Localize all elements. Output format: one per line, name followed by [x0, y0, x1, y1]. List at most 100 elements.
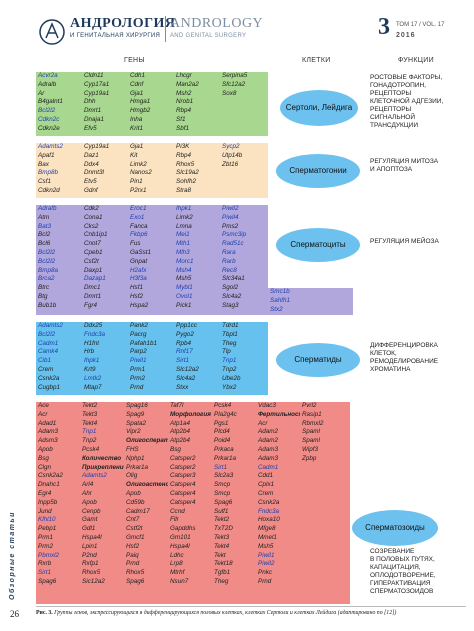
gene-cell: Prnd [130, 383, 144, 391]
gene-cell: Adam2 [258, 437, 278, 445]
gene-cell: Fkbp6 [130, 231, 148, 239]
gene-cell: Bcl2 [38, 231, 51, 239]
cell-oval-spermatids: Сперматиды [276, 343, 360, 377]
gene-cell: Slc4a2 [222, 292, 242, 300]
gene-row: Bcl2l2 Cpeb1 GaSst1 Mlh3 Rara [36, 249, 268, 258]
gene-cell: Vipr2 [126, 428, 141, 436]
gene-cell: Msh2 [176, 89, 192, 97]
gene-cell: Sohfh2 [176, 178, 196, 186]
gene-row: Bcl2l2 Dmrt1 Hmgb2 Rbp4 [36, 107, 268, 116]
gene-cell: Hspa2 [130, 301, 149, 309]
gene-cell: Rasip1 [302, 410, 322, 418]
gene-cell: Ppp1cc [176, 322, 198, 329]
gene-cell: Serpina5 [222, 72, 248, 79]
gene-cell: Tnp2 [222, 365, 237, 373]
gene-cell: Tdrd1 [222, 322, 239, 329]
gene-cell: Crem [258, 489, 274, 497]
gene-cell: Pi3K [176, 143, 190, 150]
gene-cell: Tbpl1 [222, 330, 238, 338]
gene-cell: Prkar1a [126, 463, 149, 471]
gene-cell: Crem [38, 365, 54, 373]
gene-cell: Adralb [38, 80, 57, 88]
gene-cell: Msh5 [176, 275, 192, 283]
gene-cell: Ddx25 [84, 322, 103, 329]
gene-row: Adsm3 Tnp2 Олигосперато-Atp2b4 Poid4 Adam2 Sp… [36, 437, 350, 446]
gene-block-spermatocytes-extra: Smc1b Sahfh1 Stx2 [268, 288, 353, 315]
gene-cell: Bmp8a [38, 266, 58, 274]
gene-cell: Cdnf [130, 80, 144, 88]
cell-oval-spermatogonia: Сперматогонии [276, 154, 360, 188]
gene-cell: Theg [214, 577, 229, 585]
gene-cell [220, 98, 266, 107]
gene-cell: Piwil2 [222, 205, 239, 212]
function-line: РЕГУЛЯЦИЯ МЕЙОЗА [370, 238, 439, 245]
gene-cell: Csnk2a [258, 498, 280, 506]
gene-cell: Atp2b4 [170, 437, 190, 445]
gene-cell: Mlh3 [176, 248, 190, 256]
gene-cell: Ovol1 [176, 292, 193, 300]
gene-row: Inpp5b Apob Cd59b Catsper4 Spag6 Csnk2a [36, 499, 350, 508]
gene-row: Prm1 Hspa4l Gmcf1 Gm101 Tekt3 Mmel1 [36, 534, 350, 543]
gene-cell: Hoxa10 [258, 516, 280, 524]
gene-cell: Gapddhs [170, 525, 196, 533]
function-line: И АПОПТОЗА [370, 166, 413, 173]
gene-row: Acvr2a Cldn11 Cdh1 Lhcgr Serpina5 [36, 72, 268, 81]
gene-cell: B4galnt1 [38, 98, 63, 106]
caption-text: Группы генов, экспрессирующихся в диффер… [54, 610, 397, 616]
function-spermatozoa: СОЗРЕВАНИЕ В ПОЛОВЫХ ПУТЯХ, КАПАЦИТАЦИЯ, ОП… [370, 548, 436, 596]
gene-cell: Prkaca [214, 445, 234, 453]
gene-cell: Rara [222, 248, 236, 256]
gene-cell: Lpin1 [82, 542, 98, 550]
gene-cell: Efv5 [84, 124, 97, 132]
gene-cell: Eroc1 [130, 205, 147, 212]
gene-row: Apob Pcsk4 FHS Bsg Prkaca Adam3 Wipf3 [36, 446, 350, 455]
gene-cell: Pcsk4 [214, 402, 232, 409]
gene-row: Adad1 Tekt4 Spata2 Atp1a4 Pgs1 Acr Rbmxl2 [36, 420, 350, 429]
gene-cell: Gja1 [130, 89, 144, 97]
gene-row: Bmp8b Dnmt3l Nanos2 Slc19a2 [36, 169, 268, 178]
gene-cell: Taf7l [170, 402, 184, 409]
gene-cell: Spag16 [126, 402, 148, 409]
gene-cell: Smc1b [270, 288, 290, 295]
function-line: РЕЦЕПТОРЫ [370, 106, 412, 113]
gene-row: Egr4 Ahr Apob Catsper4 Smcp Crem [36, 490, 350, 499]
gene-cell: Nrob1 [176, 98, 194, 106]
gene-cell: Atp1a4 [170, 419, 190, 427]
gene-row: Bub1b Fgr4 Hspa2 Pick1 Stag3 [36, 302, 268, 311]
function-line: ГОНАДОТРОПИН, [370, 82, 426, 89]
gene-cell: Csf1 [38, 178, 51, 186]
gene-cell: Nphp1 [126, 454, 145, 462]
gene-cell: Ybx2 [222, 383, 237, 391]
function-line: В ПОЛОВЫХ ПУТЯХ, [370, 556, 435, 563]
gene-cell: Cadm1 [38, 339, 59, 347]
gene-row: Cdkn2c Dnaja1 Inha Sf1 [36, 116, 268, 125]
cell-oval-spermatocytes: Сперматоциты [276, 228, 360, 262]
gene-cell: Atm [38, 213, 50, 221]
journal-title-en: ANDROLOGY [170, 16, 264, 31]
gene-cell [300, 569, 344, 578]
gene-cell [300, 490, 344, 499]
gene-row: Adralb Cyp17a1 Cdnf Man2a2 Sfc12a2 [36, 81, 268, 90]
gene-cell: H1fnt [84, 339, 100, 347]
gene-row: Pbmxl2 P2nd Paiq Ldhc Tekt Piwil1 [36, 552, 350, 561]
gene-cell: Prnd [126, 560, 140, 568]
gene-cell: Adamts2 [38, 143, 63, 150]
gene-cell: Camk4 [38, 348, 58, 356]
gene-cell [300, 472, 344, 481]
function-sertoli: РОСТОВЫЕ ФАКТОРЫ, ГОНАДОТРОПИН, РЕЦЕПТОРЫ К… [370, 74, 443, 130]
gene-cell: Dmrt1 [84, 107, 102, 115]
gene-cell: Sf1 [176, 115, 186, 123]
gene-cell: Gdl1 [82, 525, 96, 533]
gene-cell: Bub1b [38, 301, 57, 309]
gene-cell: Ihpk1 [84, 357, 100, 365]
gene-row: Jund Cenpb Cadm17 Ccnd Sulf1 Fndc3a [36, 508, 350, 517]
gene-cell: P2rx1 [130, 186, 147, 194]
gene-cell: Exo1 [130, 213, 145, 221]
gene-cell: Cpeb1 [84, 248, 103, 256]
gene-cell: Spata2 [126, 419, 146, 427]
gene-cell: Pnkc [258, 569, 272, 577]
gene-row: Csnk2a Lmtk2 Prm2 Slc4a2 Ube2b [36, 375, 268, 384]
gene-cell: Limk2 [130, 160, 147, 168]
gene-row: Bcl2 Cnb1ip1 Fkbp6 Mei1 Psmc3ip [36, 231, 268, 240]
gene-cell: Bcl2l2 [38, 248, 56, 256]
